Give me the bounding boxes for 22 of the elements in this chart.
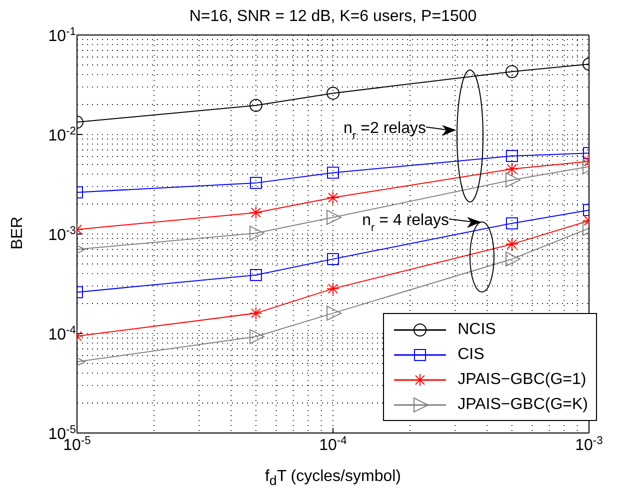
point <box>326 210 342 225</box>
y-axis-title: BER <box>9 216 27 252</box>
legend-label: CIS <box>458 346 484 364</box>
x-axis-title: f$_{d}$T (cycles/symbol) <box>264 468 402 488</box>
point <box>326 306 342 321</box>
point <box>326 86 340 100</box>
chart-title: N=16, SNR = 12 dB, K=6 users, P=1500 <box>188 8 478 26</box>
x-tick-label: 10$^{-4}$ <box>319 435 347 454</box>
legend-label: JPAIS−GBC(G=K) <box>458 396 588 414</box>
annotation: n$_{r}$ = 4 relays <box>362 212 449 234</box>
legend-label: JPAIS−GBC(G=1) <box>458 370 586 388</box>
y-tick-label: 10$^{-3}$ <box>48 225 76 244</box>
x-tick-label: 10$^{-3}$ <box>575 435 603 454</box>
point <box>327 253 339 266</box>
point <box>326 191 340 204</box>
legend-label: NCIS <box>458 320 496 338</box>
point <box>326 282 340 296</box>
point <box>327 166 339 179</box>
annotation: n$_{r}$ =2 relays <box>344 120 426 142</box>
y-tick-label: 10$^{-1}$ <box>48 26 76 45</box>
y-tick-label: 10$^{-4}$ <box>48 324 76 344</box>
y-tick-label: 10$^{-2}$ <box>48 126 76 144</box>
